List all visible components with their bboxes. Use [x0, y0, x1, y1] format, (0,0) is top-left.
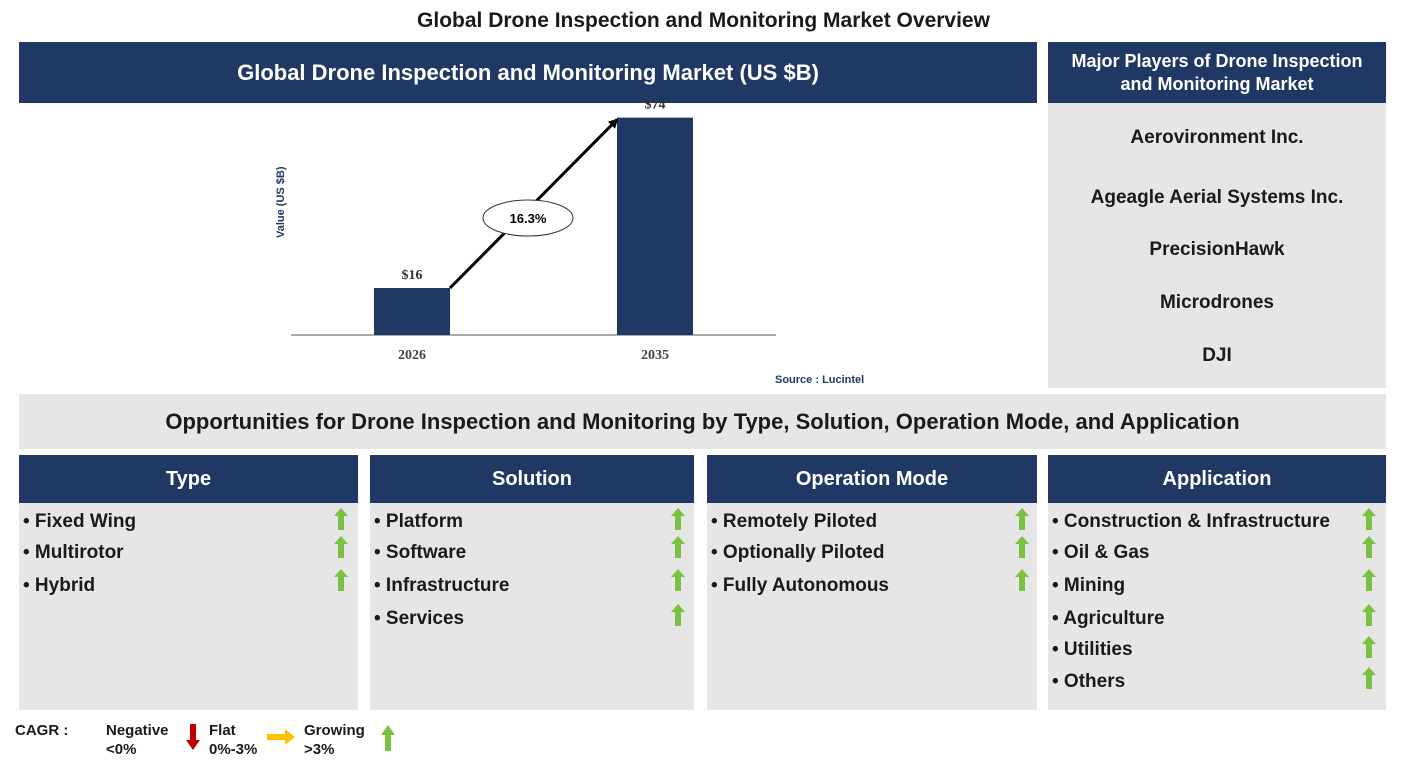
up-arrow-icon: [671, 508, 685, 530]
down-arrow-icon: [186, 724, 200, 750]
player-item: Ageagle Aerial Systems Inc.: [1090, 187, 1344, 208]
up-arrow-icon: [334, 508, 348, 530]
solution-column: • Platform • Software • Infrastructure •…: [370, 503, 694, 710]
page-title: Global Drone Inspection and Monitoring M…: [417, 9, 990, 32]
list-item: • Agriculture: [1052, 608, 1165, 629]
legend-flat: Flat 0%-3%: [209, 721, 257, 759]
up-arrow-icon: [1362, 667, 1376, 689]
legend-negative: Negative <0%: [106, 721, 169, 759]
x-tick-label: 2035: [641, 348, 669, 363]
legend-growing: Growing >3%: [304, 721, 365, 759]
cagr-ellipse: [482, 199, 574, 237]
y-axis-label: Value (US $B): [275, 166, 287, 238]
bar-value-label: $74: [645, 98, 666, 113]
chart-source: Source : Lucintel: [775, 374, 865, 386]
up-arrow-icon: [1015, 536, 1029, 558]
type-column-header: Type: [19, 455, 358, 503]
legend-flat-name: Flat: [209, 722, 236, 739]
up-arrow-icon: [1362, 508, 1376, 530]
up-arrow-icon: [381, 725, 395, 751]
right-arrow-icon: [267, 729, 295, 745]
players-list: Aerovironment Inc. Ageagle Aerial System…: [1048, 103, 1386, 388]
list-item: • Infrastructure: [374, 575, 510, 596]
up-arrow-icon: [671, 604, 685, 626]
up-arrow-icon: [334, 569, 348, 591]
up-arrow-icon: [1362, 636, 1376, 658]
bar-2026: [374, 288, 450, 335]
bar-value-label: $16: [402, 268, 423, 283]
up-arrow-icon: [334, 536, 348, 558]
legend-growing-name: Growing: [304, 722, 365, 739]
x-tick-label: 2026: [398, 348, 426, 363]
player-item: Aerovironment Inc.: [1130, 127, 1304, 148]
application-column: • Construction & Infrastructure • Oil & …: [1048, 503, 1386, 710]
list-item: • Mining: [1052, 575, 1126, 596]
list-item: • Fixed Wing: [23, 511, 137, 532]
player-item: PrecisionHawk: [1149, 239, 1285, 260]
up-arrow-icon: [1362, 604, 1376, 626]
players-header: Major Players of Drone Inspection and Mo…: [1048, 42, 1386, 103]
list-item: • Multirotor: [23, 542, 124, 563]
operation-mode-column: • Remotely Piloted • Optionally Piloted …: [707, 503, 1037, 710]
opportunities-banner: Opportunities for Drone Inspection and M…: [19, 394, 1386, 449]
list-item: • Platform: [374, 511, 463, 532]
list-item: • Construction & Infrastructure: [1052, 511, 1330, 532]
cagr-label: 16.3%: [510, 211, 547, 226]
up-arrow-icon: [1015, 569, 1029, 591]
player-item: Microdrones: [1159, 292, 1275, 313]
application-column-header: Application: [1048, 455, 1386, 503]
list-item: • Fully Autonomous: [711, 575, 889, 596]
bar-2035: [617, 117, 693, 335]
list-item: • Hybrid: [23, 575, 96, 596]
list-item: • Optionally Piloted: [711, 542, 885, 563]
list-item: • Oil & Gas: [1052, 542, 1150, 563]
list-item: • Utilities: [1052, 639, 1133, 660]
legend-negative-range: <0%: [106, 741, 137, 758]
solution-column-header: Solution: [370, 455, 694, 503]
list-item: • Others: [1052, 671, 1126, 692]
list-item: • Services: [374, 608, 465, 629]
type-column: • Fixed Wing • Multirotor • Hybrid: [19, 503, 358, 710]
operation-mode-column-header: Operation Mode: [707, 455, 1037, 503]
player-item: DJI: [1202, 345, 1232, 366]
up-arrow-icon: [671, 569, 685, 591]
up-arrow-icon: [1015, 508, 1029, 530]
up-arrow-icon: [1362, 536, 1376, 558]
legend-label: CAGR :: [15, 722, 69, 739]
list-item: • Software: [374, 542, 467, 563]
up-arrow-icon: [1362, 569, 1376, 591]
legend-negative-name: Negative: [106, 722, 169, 739]
legend-growing-range: >3%: [304, 741, 335, 758]
legend-flat-range: 0%-3%: [209, 741, 258, 758]
list-item: • Remotely Piloted: [711, 511, 878, 532]
chart-panel-header: Global Drone Inspection and Monitoring M…: [19, 42, 1037, 103]
up-arrow-icon: [671, 536, 685, 558]
